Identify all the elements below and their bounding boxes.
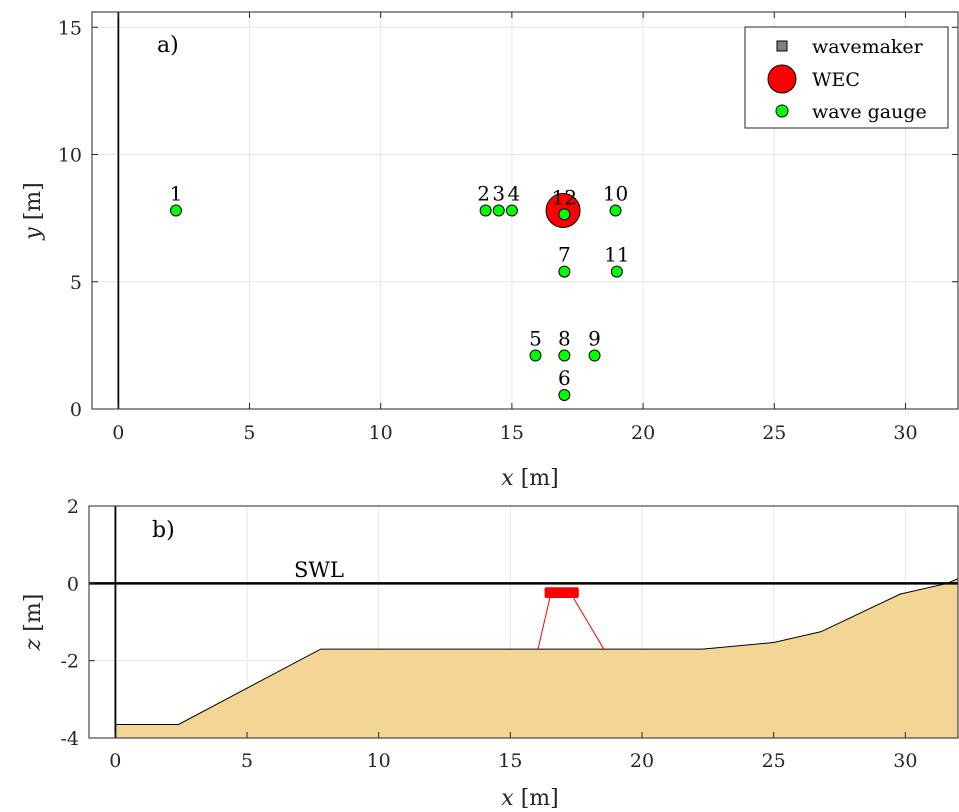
panel-b-axes-box [88, 505, 959, 739]
legend-wavemaker-label: wavemaker [812, 36, 924, 58]
panel-b-x-tick-label: 25 [762, 750, 786, 772]
panel-b-wavemaker [114, 505, 117, 739]
wave-gauge-marker [609, 204, 622, 217]
wave-gauge-marker [505, 204, 518, 217]
panel-a-x-axis-label: x [m] [501, 466, 558, 491]
panel-b-x-tick-label: 20 [630, 750, 654, 772]
panel-b-x-axis-label: x [m] [501, 786, 558, 811]
panel-b-x-tick-label: 30 [893, 750, 917, 772]
wave-gauge-marker [529, 349, 542, 362]
panel-b-y-tick-label: 2 [67, 496, 79, 518]
panel-a-y-tick-label: 15 [58, 17, 82, 39]
panel-a-x-tick-label: 10 [369, 422, 393, 444]
wave-gauge-marker [588, 349, 601, 362]
swl-label: SWL [294, 558, 344, 582]
panel-a-x-tick-label: 25 [762, 422, 786, 444]
mooring-line-right [573, 597, 605, 650]
panel-a-x-ticks: 0 5 10 15 20 25 30 [112, 12, 918, 444]
legend-wave-gauge-marker [775, 104, 789, 118]
panel-b-x-tick-label: 0 [109, 750, 121, 772]
panel-b-y-tick-label: -4 [60, 728, 79, 750]
wave-gauge-marker [558, 349, 571, 362]
wave-gauge-marker [558, 265, 571, 278]
panel-a-y-tick-label: 5 [70, 272, 82, 294]
panel-b-y-ticks: -4 -2 0 2 [60, 496, 95, 750]
wave-gauge-marker [479, 204, 492, 217]
wave-gauge-marker [169, 204, 182, 217]
legend: wavemaker WEC wave gauge [744, 26, 949, 129]
panel-a-wavemaker [117, 11, 120, 410]
wave-gauge-marker [558, 389, 571, 402]
legend-wavemaker-marker [776, 40, 788, 52]
wave-gauge-label: 1 [170, 182, 183, 206]
panel-b-x-tick-label: 15 [498, 750, 522, 772]
panel-a-axes-box [91, 11, 959, 410]
panel-b-y-axis-label: z [m] [21, 594, 46, 652]
panel-a-x-tick-label: 5 [243, 422, 255, 444]
panel-b-x-tick-label: 5 [241, 750, 253, 772]
panel-a-y-tick-label: 0 [70, 399, 82, 421]
legend-wec-marker [767, 64, 797, 94]
wave-gauge-label: 6 [558, 366, 571, 390]
mooring-line-left [537, 597, 551, 650]
wave-gauge-marker [610, 265, 623, 278]
panel-b-x-ticks: 0 5 10 15 20 25 30 [109, 732, 917, 772]
wave-gauge-label: 2 [477, 182, 490, 206]
panel-a-x-tick-label: 20 [631, 422, 655, 444]
wave-gauge-label: 3 [492, 182, 505, 206]
wave-gauges [169, 204, 623, 402]
legend-wec-label: WEC [812, 69, 860, 91]
panel-b-y-tick-label: -2 [60, 651, 79, 673]
panel-a-x-tick-label: 30 [893, 422, 917, 444]
wave-gauge-label: 11 [604, 243, 629, 267]
panel-a-label: a) [157, 33, 179, 58]
wave-gauge-label: 7 [558, 243, 571, 267]
wave-gauge-label: 12 [552, 185, 577, 209]
wave-gauge-label: 9 [588, 327, 601, 351]
wave-gauge-label: 10 [603, 182, 628, 206]
panel-b-label: b) [152, 518, 175, 543]
wave-gauge-label: 4 [508, 182, 521, 206]
panel-a-y-axis-label: y [m] [21, 182, 46, 240]
wave-gauge-marker [492, 204, 505, 217]
wave-gauge-label: 8 [558, 327, 571, 351]
panel-a-x-tick-label: 0 [112, 422, 124, 444]
panel-a-x-tick-label: 15 [500, 422, 524, 444]
panel-a-y-tick-label: 10 [58, 145, 82, 167]
panel-b: 0 5 10 15 20 25 30 -4 -2 0 2 b) SWL x [m] z [m] [21, 496, 959, 811]
wave-gauge-label: 5 [529, 327, 542, 351]
wave-gauge-marker [558, 208, 571, 221]
panel-b-x-tick-label: 10 [367, 750, 391, 772]
legend-wave-gauge-label: wave gauge [812, 101, 927, 123]
panel-b-y-tick-label: 0 [67, 573, 79, 595]
wec-body [544, 587, 579, 599]
